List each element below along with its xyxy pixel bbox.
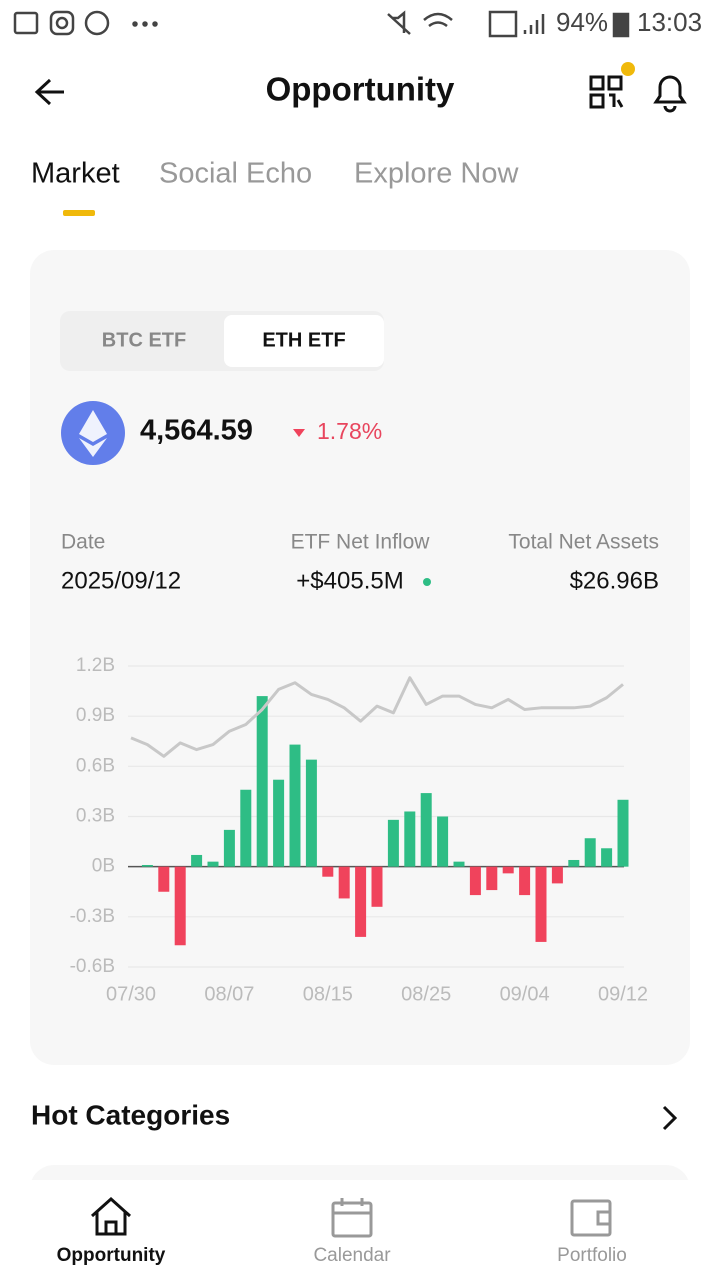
nav-item[interactable]: Calendar	[313, 1245, 391, 1266]
y-tick-label: 0.3B	[76, 806, 115, 827]
inflow-dot	[423, 578, 431, 586]
bar	[141, 864, 153, 867]
y-tick-label: -0.3B	[70, 906, 115, 927]
bar	[519, 866, 531, 896]
bar	[371, 866, 383, 907]
segment[interactable]: BTC ETF	[102, 329, 186, 351]
y-tick-label: 0.6B	[76, 755, 115, 776]
price-change: 1.78%	[317, 418, 382, 444]
eth-glyph	[79, 410, 107, 442]
bar	[256, 696, 268, 867]
x-tick-label: 09/12	[598, 983, 648, 1005]
price: 4,564.59	[140, 415, 253, 447]
bar	[387, 819, 399, 867]
bar	[355, 866, 367, 937]
stat-label: Total Net Assets	[508, 531, 659, 554]
nav-item-active[interactable]: Opportunity	[57, 1245, 166, 1266]
etf-chart: 1.2B 0.9B 0.6B 0.3B 0B -0.3B -0.6B 07/30 08/07 08…	[70, 655, 648, 1005]
battery: 94%	[556, 7, 608, 37]
tab[interactable]: Social Echo	[159, 158, 312, 190]
x-tick-label: 07/30	[106, 983, 156, 1005]
nav-icon	[90, 1196, 132, 1236]
bar	[322, 866, 334, 877]
section-chevron[interactable]	[662, 1105, 678, 1131]
bar	[338, 866, 350, 899]
y-tick-label: -0.6B	[70, 956, 115, 977]
x-tick-label: 09/04	[500, 983, 550, 1005]
nav-icon	[570, 1199, 612, 1237]
clock: 13:03	[637, 7, 702, 37]
eth-glyph	[79, 438, 107, 457]
down-arrow	[293, 429, 305, 437]
bar	[453, 861, 465, 867]
bottom-nav	[0, 1180, 720, 1280]
bar	[617, 799, 629, 867]
y-tick-label: 0B	[92, 856, 115, 877]
bar	[469, 866, 481, 896]
nav-icon	[331, 1198, 373, 1238]
market-card	[30, 250, 690, 1065]
tab-indicator	[63, 210, 95, 216]
bar	[551, 866, 563, 884]
bar	[305, 759, 317, 867]
bar	[437, 816, 449, 867]
stat-label: Date	[61, 531, 105, 554]
status-icons	[13, 10, 630, 38]
segment[interactable]: ETH ETF	[262, 329, 345, 351]
bar	[568, 859, 580, 867]
nav-item[interactable]: Portfolio	[557, 1245, 627, 1266]
bar	[223, 829, 235, 867]
x-tick-label: 08/07	[204, 983, 254, 1005]
bar	[273, 779, 285, 867]
bar	[584, 838, 596, 867]
x-tick-label: 08/15	[303, 983, 353, 1005]
stat-value: $26.96B	[570, 567, 659, 594]
back-button[interactable]	[34, 78, 64, 106]
bar	[404, 811, 416, 867]
bar	[174, 866, 186, 946]
stat-value: +$405.5M	[296, 567, 403, 594]
bar	[240, 789, 252, 867]
tab-active[interactable]: Market	[31, 158, 120, 190]
y-tick-label: 1.2B	[76, 655, 115, 676]
bar	[601, 848, 613, 867]
stat-value: 2025/09/12	[61, 567, 181, 594]
x-tick-label: 08/25	[401, 983, 451, 1005]
line	[130, 676, 624, 758]
tab[interactable]: Explore Now	[354, 158, 519, 190]
bar	[502, 866, 514, 874]
qr-button[interactable]	[589, 75, 624, 109]
header-title: Opportunity	[266, 71, 455, 108]
bar	[486, 866, 498, 891]
section-title: Hot Categories	[31, 1099, 230, 1130]
bar	[191, 854, 203, 867]
y-tick-label: 0.9B	[76, 705, 115, 726]
bar	[535, 866, 547, 942]
bar	[420, 793, 432, 867]
bar	[207, 861, 219, 867]
qr-badge	[621, 62, 635, 76]
bar	[289, 744, 301, 867]
segment-active	[224, 315, 384, 367]
bell-button[interactable]	[653, 75, 687, 113]
stat-label: ETF Net Inflow	[291, 531, 431, 554]
bar	[158, 866, 170, 892]
